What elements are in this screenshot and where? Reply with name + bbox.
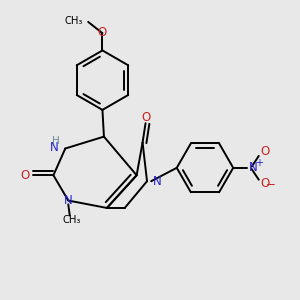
Text: N: N <box>152 175 161 188</box>
Text: O: O <box>20 169 30 182</box>
Text: O: O <box>260 145 269 158</box>
Text: N: N <box>64 194 73 207</box>
Text: CH₃: CH₃ <box>64 16 83 26</box>
Text: N: N <box>249 161 258 174</box>
Text: N: N <box>50 141 59 154</box>
Text: H: H <box>52 136 60 146</box>
Text: CH₃: CH₃ <box>62 215 80 225</box>
Text: O: O <box>142 111 151 124</box>
Text: +: + <box>255 158 262 168</box>
Text: −: − <box>266 178 276 191</box>
Text: O: O <box>98 26 107 38</box>
Text: O: O <box>260 177 269 190</box>
